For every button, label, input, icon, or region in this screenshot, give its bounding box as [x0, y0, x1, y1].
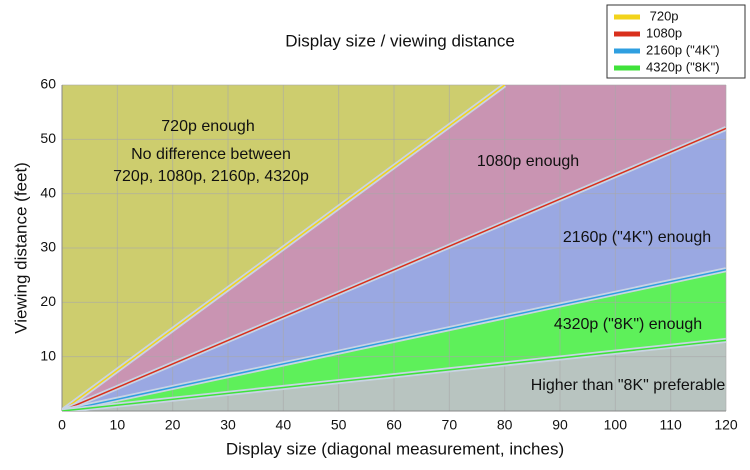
- series-line: [62, 127, 726, 411]
- x-tick-label: 80: [497, 417, 513, 433]
- region-label: 720p enough: [161, 118, 254, 135]
- y-tick-label: 30: [40, 239, 56, 255]
- legend-label: 720p: [646, 8, 679, 23]
- legend-label: 4320p ("8K"): [646, 59, 720, 74]
- x-tick-label: 10: [110, 417, 126, 433]
- y-tick-label: 40: [40, 184, 56, 200]
- x-tick-label: 0: [58, 417, 66, 433]
- grid: 0 10 20 30 40 50 60 70 80 90 100 110 120 10 20 30 40 50 60: [40, 76, 737, 433]
- y-tick-label: 10: [40, 347, 56, 363]
- legend-label: 2160p ("4K"): [646, 42, 720, 57]
- x-tick-label: 40: [276, 417, 292, 433]
- y-tick-label: 60: [40, 76, 56, 92]
- x-tick-label: 70: [442, 417, 458, 433]
- x-tick-label: 100: [604, 417, 628, 433]
- region-label: No difference between: [131, 146, 291, 163]
- region-label: 4320p ("8K") enough: [554, 316, 702, 333]
- x-tick-label: 20: [165, 417, 181, 433]
- lines: [62, 85, 726, 411]
- y-tick-label: 50: [40, 130, 56, 146]
- x-tick-label: 90: [552, 417, 568, 433]
- y-tick-label: 20: [40, 293, 56, 309]
- x-axis-label: Display size (diagonal measurement, inch…: [226, 439, 564, 458]
- region-label: Higher than "8K" preferable: [531, 377, 726, 394]
- legend: 720p 1080p 2160p ("4K") 4320p ("8K"): [606, 4, 746, 79]
- region-label: 720p, 1080p, 2160p, 4320p: [113, 168, 309, 185]
- x-tick-label: 30: [220, 417, 236, 433]
- chart-title: Display size / viewing distance: [285, 31, 515, 50]
- region-label: 1080p enough: [477, 153, 579, 170]
- x-tick-label: 120: [714, 417, 738, 433]
- x-tick-label: 60: [386, 417, 402, 433]
- legend-label: 1080p: [646, 25, 682, 40]
- x-tick-label: 50: [331, 417, 347, 433]
- y-axis-label: Viewing distance (feet): [11, 162, 30, 334]
- x-tick-label: 110: [660, 417, 683, 433]
- series-line: [62, 339, 726, 411]
- series-line: [62, 268, 726, 411]
- region-label: 2160p ("4K") enough: [563, 229, 711, 246]
- series-line: [62, 85, 506, 411]
